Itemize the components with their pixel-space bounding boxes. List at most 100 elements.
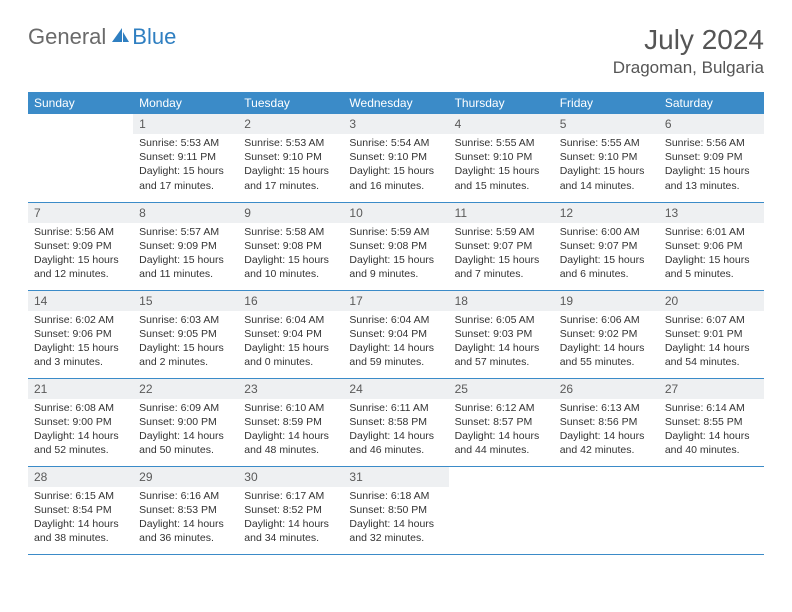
daylight-text: Daylight: 15 hours and 0 minutes. bbox=[244, 341, 337, 369]
sunset-text: Sunset: 9:09 PM bbox=[139, 239, 232, 253]
sunset-text: Sunset: 8:52 PM bbox=[244, 503, 337, 517]
logo: General Blue bbox=[28, 24, 176, 50]
day-content: Sunrise: 5:53 AMSunset: 9:10 PMDaylight:… bbox=[238, 134, 343, 197]
calendar-day-cell: 25Sunrise: 6:12 AMSunset: 8:57 PMDayligh… bbox=[449, 378, 554, 466]
day-content: Sunrise: 5:59 AMSunset: 9:07 PMDaylight:… bbox=[449, 223, 554, 286]
day-number: 14 bbox=[28, 291, 133, 311]
daylight-text: Daylight: 15 hours and 6 minutes. bbox=[560, 253, 653, 281]
day-number: 31 bbox=[343, 467, 448, 487]
day-content: Sunrise: 6:13 AMSunset: 8:56 PMDaylight:… bbox=[554, 399, 659, 462]
sunrise-text: Sunrise: 6:13 AM bbox=[560, 401, 653, 415]
logo-sail-icon bbox=[110, 26, 130, 49]
sunrise-text: Sunrise: 6:08 AM bbox=[34, 401, 127, 415]
sunrise-text: Sunrise: 6:18 AM bbox=[349, 489, 442, 503]
day-number: 9 bbox=[238, 203, 343, 223]
day-content: Sunrise: 5:54 AMSunset: 9:10 PMDaylight:… bbox=[343, 134, 448, 197]
sunrise-text: Sunrise: 6:12 AM bbox=[455, 401, 548, 415]
daylight-text: Daylight: 15 hours and 15 minutes. bbox=[455, 164, 548, 192]
sunrise-text: Sunrise: 5:59 AM bbox=[349, 225, 442, 239]
sunrise-text: Sunrise: 5:55 AM bbox=[455, 136, 548, 150]
sunrise-text: Sunrise: 6:09 AM bbox=[139, 401, 232, 415]
day-content: Sunrise: 5:53 AMSunset: 9:11 PMDaylight:… bbox=[133, 134, 238, 197]
calendar-day-cell: 26Sunrise: 6:13 AMSunset: 8:56 PMDayligh… bbox=[554, 378, 659, 466]
sunrise-text: Sunrise: 6:11 AM bbox=[349, 401, 442, 415]
sunset-text: Sunset: 9:10 PM bbox=[455, 150, 548, 164]
day-content: Sunrise: 6:04 AMSunset: 9:04 PMDaylight:… bbox=[238, 311, 343, 374]
logo-text-general: General bbox=[28, 24, 106, 50]
day-content: Sunrise: 6:18 AMSunset: 8:50 PMDaylight:… bbox=[343, 487, 448, 550]
sunset-text: Sunset: 9:00 PM bbox=[139, 415, 232, 429]
calendar-day-cell bbox=[28, 114, 133, 202]
sunset-text: Sunset: 8:56 PM bbox=[560, 415, 653, 429]
calendar-day-cell: 19Sunrise: 6:06 AMSunset: 9:02 PMDayligh… bbox=[554, 290, 659, 378]
calendar-day-cell: 23Sunrise: 6:10 AMSunset: 8:59 PMDayligh… bbox=[238, 378, 343, 466]
sunrise-text: Sunrise: 6:07 AM bbox=[665, 313, 758, 327]
daylight-text: Daylight: 15 hours and 2 minutes. bbox=[139, 341, 232, 369]
daylight-text: Daylight: 15 hours and 10 minutes. bbox=[244, 253, 337, 281]
daylight-text: Daylight: 14 hours and 55 minutes. bbox=[560, 341, 653, 369]
sunset-text: Sunset: 9:02 PM bbox=[560, 327, 653, 341]
day-content: Sunrise: 5:58 AMSunset: 9:08 PMDaylight:… bbox=[238, 223, 343, 286]
day-number: 7 bbox=[28, 203, 133, 223]
daylight-text: Daylight: 14 hours and 44 minutes. bbox=[455, 429, 548, 457]
sunrise-text: Sunrise: 5:57 AM bbox=[139, 225, 232, 239]
day-content: Sunrise: 6:05 AMSunset: 9:03 PMDaylight:… bbox=[449, 311, 554, 374]
daylight-text: Daylight: 15 hours and 9 minutes. bbox=[349, 253, 442, 281]
day-number: 12 bbox=[554, 203, 659, 223]
daylight-text: Daylight: 15 hours and 16 minutes. bbox=[349, 164, 442, 192]
sunset-text: Sunset: 9:05 PM bbox=[139, 327, 232, 341]
day-number: 18 bbox=[449, 291, 554, 311]
sunrise-text: Sunrise: 5:58 AM bbox=[244, 225, 337, 239]
calendar-week-row: 1Sunrise: 5:53 AMSunset: 9:11 PMDaylight… bbox=[28, 114, 764, 202]
day-number: 10 bbox=[343, 203, 448, 223]
day-content: Sunrise: 5:55 AMSunset: 9:10 PMDaylight:… bbox=[449, 134, 554, 197]
sunrise-text: Sunrise: 6:05 AM bbox=[455, 313, 548, 327]
day-content: Sunrise: 6:00 AMSunset: 9:07 PMDaylight:… bbox=[554, 223, 659, 286]
calendar-day-cell: 9Sunrise: 5:58 AMSunset: 9:08 PMDaylight… bbox=[238, 202, 343, 290]
sunset-text: Sunset: 8:50 PM bbox=[349, 503, 442, 517]
sunset-text: Sunset: 9:10 PM bbox=[244, 150, 337, 164]
day-content: Sunrise: 5:57 AMSunset: 9:09 PMDaylight:… bbox=[133, 223, 238, 286]
daylight-text: Daylight: 14 hours and 46 minutes. bbox=[349, 429, 442, 457]
day-number: 19 bbox=[554, 291, 659, 311]
calendar-day-cell: 20Sunrise: 6:07 AMSunset: 9:01 PMDayligh… bbox=[659, 290, 764, 378]
sunrise-text: Sunrise: 5:56 AM bbox=[665, 136, 758, 150]
sunset-text: Sunset: 8:57 PM bbox=[455, 415, 548, 429]
calendar-day-cell: 12Sunrise: 6:00 AMSunset: 9:07 PMDayligh… bbox=[554, 202, 659, 290]
sunrise-text: Sunrise: 5:56 AM bbox=[34, 225, 127, 239]
sunset-text: Sunset: 9:09 PM bbox=[665, 150, 758, 164]
day-content: Sunrise: 5:56 AMSunset: 9:09 PMDaylight:… bbox=[659, 134, 764, 197]
sunrise-text: Sunrise: 6:01 AM bbox=[665, 225, 758, 239]
sunset-text: Sunset: 9:00 PM bbox=[34, 415, 127, 429]
sunrise-text: Sunrise: 6:04 AM bbox=[244, 313, 337, 327]
calendar-day-cell bbox=[659, 466, 764, 554]
sunset-text: Sunset: 9:08 PM bbox=[349, 239, 442, 253]
sunrise-text: Sunrise: 5:55 AM bbox=[560, 136, 653, 150]
daylight-text: Daylight: 14 hours and 40 minutes. bbox=[665, 429, 758, 457]
day-number: 26 bbox=[554, 379, 659, 399]
month-title: July 2024 bbox=[613, 24, 764, 56]
calendar-day-cell: 2Sunrise: 5:53 AMSunset: 9:10 PMDaylight… bbox=[238, 114, 343, 202]
weekday-header: Friday bbox=[554, 92, 659, 114]
day-content: Sunrise: 6:01 AMSunset: 9:06 PMDaylight:… bbox=[659, 223, 764, 286]
calendar-day-cell: 28Sunrise: 6:15 AMSunset: 8:54 PMDayligh… bbox=[28, 466, 133, 554]
day-content: Sunrise: 6:07 AMSunset: 9:01 PMDaylight:… bbox=[659, 311, 764, 374]
sunrise-text: Sunrise: 6:10 AM bbox=[244, 401, 337, 415]
sunset-text: Sunset: 9:07 PM bbox=[560, 239, 653, 253]
calendar-day-cell: 17Sunrise: 6:04 AMSunset: 9:04 PMDayligh… bbox=[343, 290, 448, 378]
daylight-text: Daylight: 14 hours and 34 minutes. bbox=[244, 517, 337, 545]
calendar-day-cell: 15Sunrise: 6:03 AMSunset: 9:05 PMDayligh… bbox=[133, 290, 238, 378]
day-number: 20 bbox=[659, 291, 764, 311]
day-content: Sunrise: 6:10 AMSunset: 8:59 PMDaylight:… bbox=[238, 399, 343, 462]
sunset-text: Sunset: 9:11 PM bbox=[139, 150, 232, 164]
calendar-day-cell: 31Sunrise: 6:18 AMSunset: 8:50 PMDayligh… bbox=[343, 466, 448, 554]
day-number: 15 bbox=[133, 291, 238, 311]
day-number: 30 bbox=[238, 467, 343, 487]
day-content: Sunrise: 5:55 AMSunset: 9:10 PMDaylight:… bbox=[554, 134, 659, 197]
calendar-week-row: 21Sunrise: 6:08 AMSunset: 9:00 PMDayligh… bbox=[28, 378, 764, 466]
sunrise-text: Sunrise: 6:14 AM bbox=[665, 401, 758, 415]
sunset-text: Sunset: 8:53 PM bbox=[139, 503, 232, 517]
day-number: 8 bbox=[133, 203, 238, 223]
daylight-text: Daylight: 14 hours and 48 minutes. bbox=[244, 429, 337, 457]
day-content: Sunrise: 6:12 AMSunset: 8:57 PMDaylight:… bbox=[449, 399, 554, 462]
